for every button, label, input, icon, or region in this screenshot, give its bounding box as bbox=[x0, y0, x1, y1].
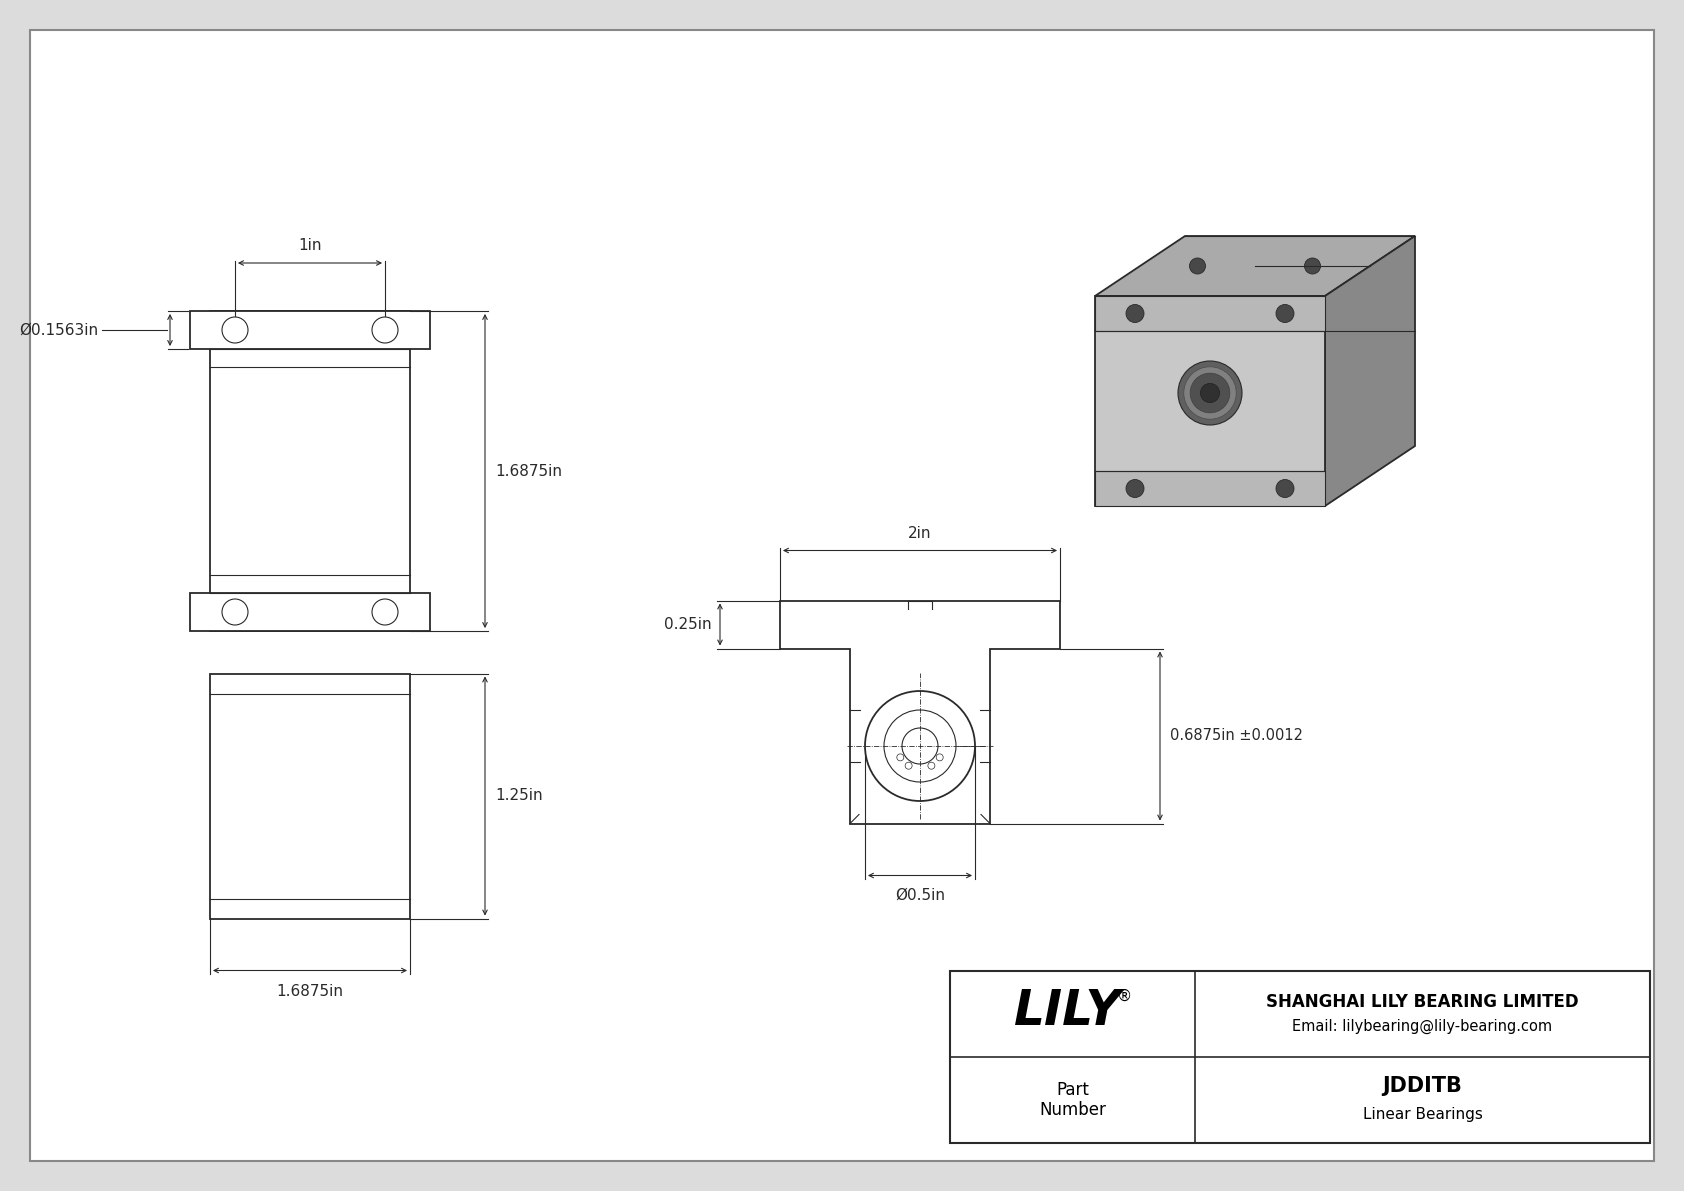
Polygon shape bbox=[1095, 297, 1325, 506]
Circle shape bbox=[903, 728, 938, 763]
Text: Email: lilybearing@lily-bearing.com: Email: lilybearing@lily-bearing.com bbox=[1292, 1018, 1553, 1034]
Text: 1.6875in: 1.6875in bbox=[276, 984, 344, 998]
Polygon shape bbox=[1095, 470, 1325, 506]
Polygon shape bbox=[1095, 297, 1325, 331]
Circle shape bbox=[1201, 384, 1219, 403]
Text: Ø0.1563in: Ø0.1563in bbox=[19, 323, 98, 337]
Polygon shape bbox=[1095, 236, 1415, 297]
Text: SHANGHAI LILY BEARING LIMITED: SHANGHAI LILY BEARING LIMITED bbox=[1266, 993, 1580, 1011]
Circle shape bbox=[1276, 480, 1293, 498]
Circle shape bbox=[1189, 258, 1206, 274]
Circle shape bbox=[928, 762, 935, 769]
Bar bbox=[950, 971, 1650, 1143]
Circle shape bbox=[884, 710, 957, 782]
Circle shape bbox=[222, 599, 248, 625]
Circle shape bbox=[1179, 361, 1243, 425]
Text: ®: ® bbox=[1116, 989, 1132, 1004]
Circle shape bbox=[904, 762, 913, 769]
Circle shape bbox=[1191, 373, 1229, 413]
Bar bbox=[190, 593, 429, 631]
Polygon shape bbox=[780, 600, 1059, 823]
Bar bbox=[210, 311, 409, 631]
Circle shape bbox=[936, 754, 943, 761]
Text: 0.25in: 0.25in bbox=[665, 617, 712, 632]
Circle shape bbox=[1127, 305, 1143, 323]
Circle shape bbox=[222, 317, 248, 343]
Circle shape bbox=[1305, 258, 1320, 274]
Circle shape bbox=[1127, 480, 1143, 498]
Text: 1.6875in: 1.6875in bbox=[495, 463, 562, 479]
Text: 1in: 1in bbox=[298, 238, 322, 252]
Text: 2in: 2in bbox=[908, 525, 931, 541]
Text: 0.6875in ±0.0012: 0.6875in ±0.0012 bbox=[1170, 729, 1303, 743]
Text: Part
Number: Part Number bbox=[1039, 1080, 1106, 1120]
Circle shape bbox=[372, 599, 397, 625]
Circle shape bbox=[372, 317, 397, 343]
Circle shape bbox=[1184, 367, 1236, 419]
Bar bbox=[210, 673, 409, 918]
Text: Ø0.5in: Ø0.5in bbox=[894, 887, 945, 903]
Polygon shape bbox=[1325, 236, 1415, 506]
Text: Linear Bearings: Linear Bearings bbox=[1362, 1106, 1482, 1122]
Circle shape bbox=[866, 691, 975, 802]
Text: 1.25in: 1.25in bbox=[495, 788, 542, 804]
Text: JDDITB: JDDITB bbox=[1383, 1075, 1462, 1096]
Text: LILY: LILY bbox=[1014, 987, 1122, 1035]
Bar bbox=[190, 311, 429, 349]
Circle shape bbox=[898, 754, 904, 761]
Circle shape bbox=[1276, 305, 1293, 323]
